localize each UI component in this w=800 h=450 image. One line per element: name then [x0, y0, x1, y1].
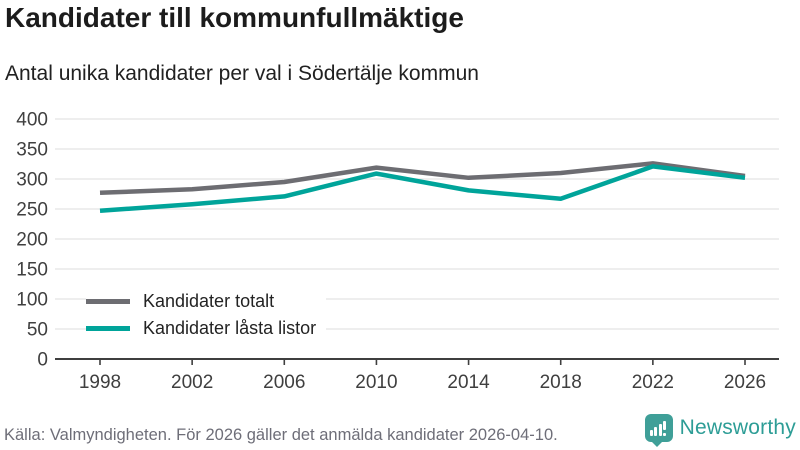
svg-text:2010: 2010 — [355, 372, 397, 393]
source-note: Källa: Valmyndigheten. För 2026 gäller d… — [4, 426, 558, 444]
page-title: Kandidater till kommunfullmäktige — [5, 2, 464, 33]
page-subtitle: Antal unika kandidater per val i Södertä… — [5, 62, 479, 85]
svg-text:350: 350 — [16, 140, 48, 161]
svg-text:2018: 2018 — [540, 372, 582, 393]
legend-item-locked-lists: Kandidater låsta listor — [86, 315, 327, 342]
newsworthy-logo: Newsworthy — [644, 414, 796, 447]
legend-item-total: Kandidater totalt — [86, 288, 327, 315]
svg-text:0: 0 — [37, 350, 48, 371]
series-line-1 — [99, 164, 746, 214]
svg-text:150: 150 — [16, 260, 48, 281]
y-axis-labels: 0 50 100 150 200 250 300 350 400 — [16, 110, 48, 371]
legend-label-total: Kandidater totalt — [143, 291, 275, 311]
svg-text:2002: 2002 — [171, 372, 213, 393]
legend-label-locked-lists: Kandidater låsta listor — [143, 318, 317, 338]
x-axis-labels: 1998 2002 2006 2010 2014 2018 2022 2026 — [79, 359, 766, 393]
svg-text:100: 100 — [16, 290, 48, 311]
legend-swatch-locked-lists — [86, 326, 130, 331]
svg-text:2026: 2026 — [724, 372, 766, 393]
svg-text:2022: 2022 — [632, 372, 674, 393]
svg-text:1998: 1998 — [79, 372, 121, 393]
svg-text:200: 200 — [16, 230, 48, 251]
svg-text:2006: 2006 — [263, 372, 305, 393]
bar-chart-speech-bubble-icon — [644, 414, 673, 447]
chart-legend: Kandidater totalt Kandidater låsta listo… — [86, 288, 327, 342]
svg-text:2014: 2014 — [447, 372, 490, 393]
svg-text:50: 50 — [27, 320, 48, 341]
newsworthy-wordmark: Newsworthy — [679, 416, 796, 439]
svg-text:250: 250 — [16, 200, 48, 221]
svg-text:300: 300 — [16, 170, 48, 191]
legend-swatch-total — [86, 299, 130, 304]
svg-text:400: 400 — [16, 110, 48, 131]
series-line-0 — [99, 161, 746, 196]
